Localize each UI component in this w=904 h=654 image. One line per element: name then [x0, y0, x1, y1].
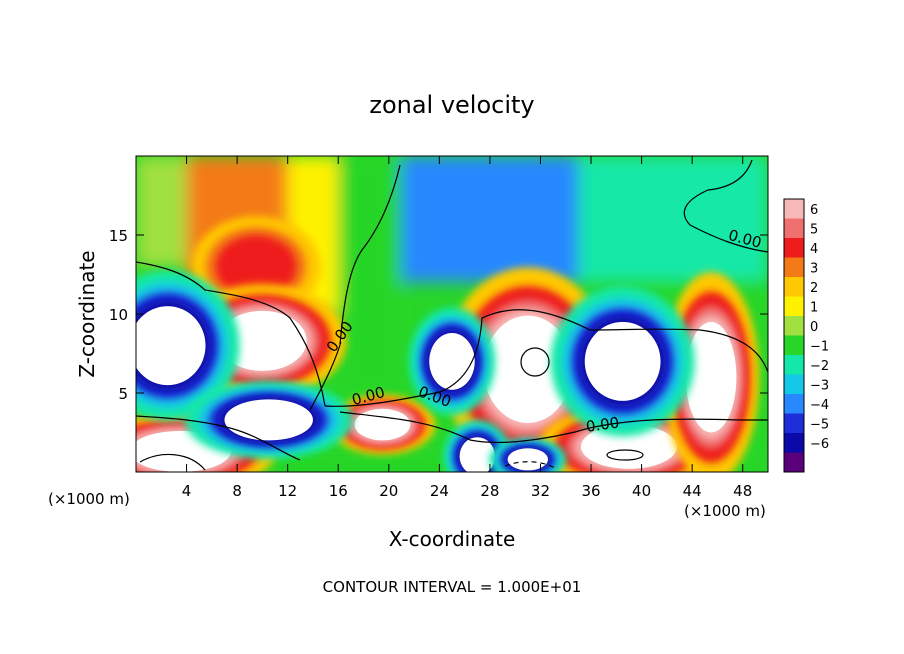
y-tick-label-2: 15	[109, 227, 128, 245]
colorbar-swatch-12	[784, 433, 804, 453]
saturated-negative-feature-9	[408, 307, 496, 416]
saturated-negative-feature-8-ring-4	[224, 399, 313, 441]
saturated-negative-feature-10-ring-4	[584, 321, 661, 401]
contour-upper-right	[683, 159, 768, 253]
colorbar-swatch-8	[784, 355, 804, 375]
field-cell-3	[338, 156, 402, 393]
colorbar-label-8: −2	[810, 359, 829, 374]
field-cell-4	[401, 156, 579, 283]
zero-contours	[136, 159, 768, 471]
contour-low-left	[136, 415, 301, 461]
saturated-positive-feature-1-ring-4	[218, 310, 307, 371]
contour-middle-bottom	[339, 411, 768, 444]
saturated-negative-feature-8	[184, 380, 353, 459]
colorbar-label-9: −3	[810, 378, 829, 393]
x-tick-label-1: 8	[232, 482, 242, 500]
x-tick-label-5: 24	[430, 482, 449, 500]
saturated-negative-feature-10	[550, 286, 695, 437]
contour-label-d: 0.00	[585, 413, 621, 435]
x-axis-ticks: 4 8 12 16 20 24 28 32 36 40 44 48	[182, 156, 752, 500]
contour-bottom-left-arc	[139, 453, 206, 471]
positive-cell-feature-0-ring-2	[215, 235, 297, 299]
y-axis-label: Z-coordinate	[75, 250, 99, 377]
contour-bottom-dash	[504, 461, 556, 469]
x-tick-label-11: 48	[733, 482, 752, 500]
x-axis-label: X-coordinate	[389, 527, 516, 551]
x-tick-label-3: 16	[329, 482, 348, 500]
x-tick-label-4: 20	[379, 482, 398, 500]
saturated-positive-feature-3-ring-4	[483, 315, 573, 424]
saturated-negative-feature-7-ring-4	[136, 306, 206, 386]
colorbar-label-10: −4	[810, 398, 829, 413]
saturated-positive-feature-2-ring-4	[354, 408, 411, 441]
contour-central-jet	[309, 164, 401, 411]
x-unit-label-right: (×1000 m)	[684, 502, 766, 520]
colorbar-swatch-13	[784, 452, 804, 473]
colorbar-label-12: −6	[810, 437, 829, 452]
x-unit-label-left: (×1000 m)	[48, 490, 130, 508]
saturated-positive-feature-2	[329, 394, 436, 455]
colorbar-swatch-3	[784, 257, 804, 278]
colorbar-swatches	[784, 199, 804, 473]
saturated-positive-feature-4-ring-4	[580, 424, 677, 469]
x-tick-label-10: 44	[683, 482, 702, 500]
colorbar-label-3: 3	[810, 261, 818, 276]
colorbar-swatch-2	[784, 238, 804, 258]
contour-lower-band	[324, 309, 768, 407]
colorbar-swatch-7	[784, 335, 804, 356]
colorbar-swatch-0	[784, 199, 804, 219]
colorbar-swatch-4	[784, 277, 804, 297]
colorbar-label-5: 1	[810, 300, 818, 315]
saturated-negative-feature-12	[489, 438, 567, 472]
y-tick-label-1: 10	[109, 306, 128, 324]
feature-layer	[136, 216, 760, 472]
contour-closed-bottom	[606, 449, 644, 461]
contour-upper-left	[136, 261, 326, 407]
colorbar-label-6: 0	[810, 320, 818, 335]
plot-area: 0.00 0.00 0.00 0.00 0.00 4 8 12 16 20 24 28 32 3…	[109, 155, 769, 500]
colorbar-frame	[783, 198, 805, 473]
x-tick-label-7: 32	[531, 482, 550, 500]
saturated-negative-feature-11-ring-4	[459, 437, 495, 472]
x-tick-label-0: 4	[182, 482, 192, 500]
y-axis-ticks: 5 10 15	[109, 227, 768, 403]
chart-title: zonal velocity	[369, 91, 534, 119]
colorbar-swatch-5	[784, 296, 804, 317]
contour-interval-note: CONTOUR INTERVAL = 1.000E+01	[323, 578, 582, 596]
colorbar-label-4: 2	[810, 281, 818, 296]
colorbar-label-7: −1	[810, 339, 829, 354]
colorbar: 6 5 4 3 2 1 0 −1 −2 −3 −4 −5 −6	[783, 198, 829, 473]
x-tick-label-2: 12	[278, 482, 297, 500]
colorbar-swatch-10	[784, 394, 804, 414]
colorbar-labels: 6 5 4 3 2 1 0 −1 −2 −3 −4 −5 −6	[810, 203, 829, 452]
x-tick-label-6: 28	[480, 482, 499, 500]
field-cell-5	[578, 156, 768, 283]
colorbar-swatch-11	[784, 413, 804, 434]
saturated-negative-feature-7	[136, 270, 240, 421]
saturated-negative-feature-12-ring-4	[507, 448, 549, 471]
colorbar-swatch-6	[784, 316, 804, 336]
colorbar-swatch-1	[784, 218, 804, 239]
y-tick-label-0: 5	[118, 385, 128, 403]
colorbar-label-0: 6	[810, 203, 818, 218]
colorbar-label-11: −5	[810, 417, 829, 432]
x-tick-label-9: 40	[632, 482, 651, 500]
colorbar-label-2: 4	[810, 242, 818, 257]
x-tick-label-8: 36	[581, 482, 600, 500]
colorbar-label-1: 5	[810, 222, 818, 237]
colorbar-swatch-9	[784, 374, 804, 395]
saturated-positive-feature-5-ring-4	[685, 321, 737, 433]
contour-closed-center	[520, 347, 550, 377]
saturated-negative-feature-9-ring-4	[429, 332, 475, 390]
